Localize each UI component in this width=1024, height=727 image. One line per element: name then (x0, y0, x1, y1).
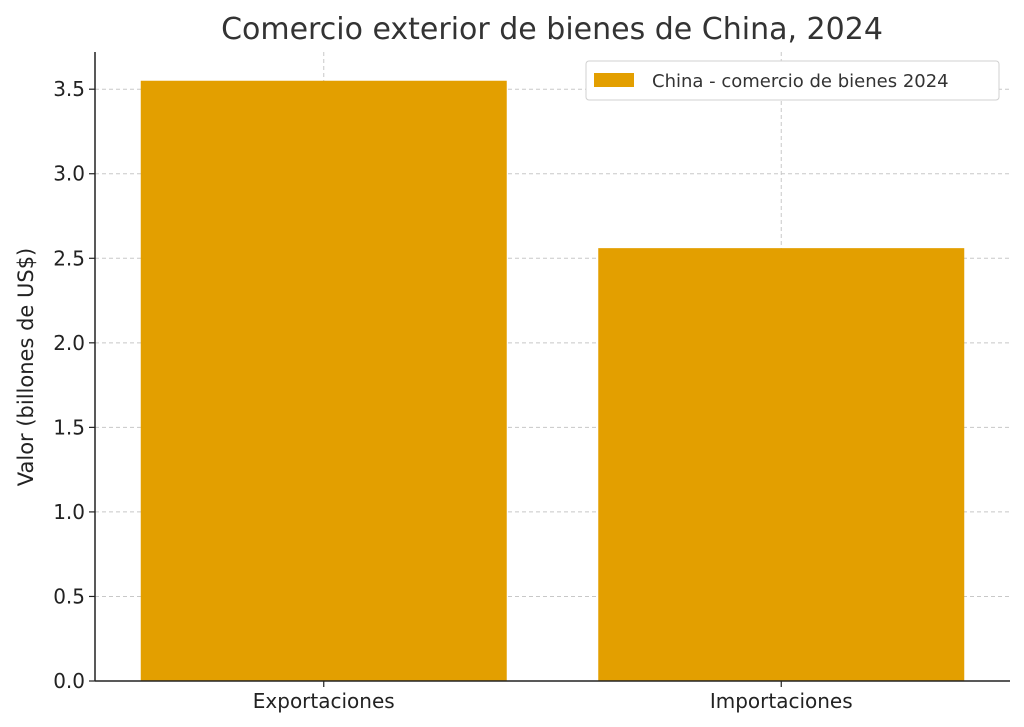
y-axis-label: Valor (billones de US$) (14, 248, 38, 487)
bars (140, 80, 965, 682)
y-tick-label: 2.0 (53, 331, 85, 355)
legend: China - comercio de bienes 2024 (585, 60, 1000, 101)
y-tick-label: 0.0 (53, 669, 85, 693)
y-tick-label: 1.5 (53, 415, 85, 439)
y-tick-label: 2.5 (53, 246, 85, 270)
y-tick-label: 3.5 (53, 77, 85, 101)
axes: 0.0 0.5 1.0 1.5 2.0 2.5 3.0 3.5 Exportaciones Imp… (53, 52, 1010, 713)
y-tick-label: 3.0 (53, 162, 85, 186)
x-tick-label: Importaciones (710, 689, 853, 713)
chart-title: Comercio exterior de bienes de China, 20… (221, 12, 883, 47)
legend-swatch (594, 73, 634, 87)
y-tick-label: 0.5 (53, 584, 85, 608)
legend-box (585, 60, 1000, 101)
bar-importaciones (598, 248, 965, 682)
y-tick-label: 1.0 (53, 500, 85, 524)
legend-label: China - comercio de bienes 2024 (652, 71, 949, 92)
bar-exportaciones (140, 80, 507, 681)
x-tick-label: Exportaciones (253, 689, 395, 713)
